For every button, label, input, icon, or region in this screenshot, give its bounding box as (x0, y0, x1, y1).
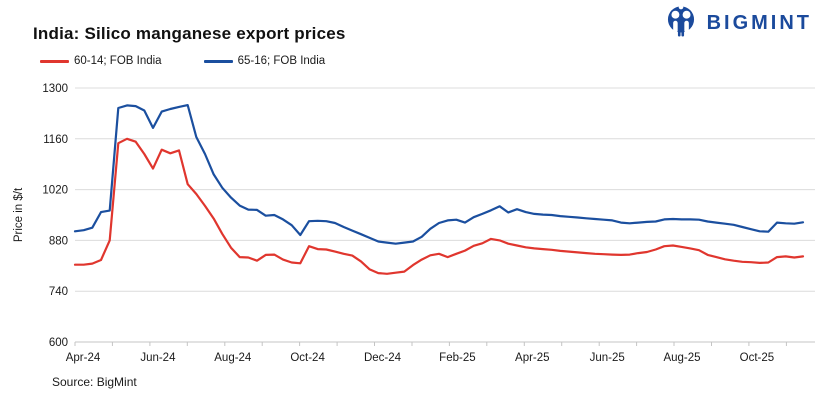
bigmint-logo-text: BIGMINT (706, 11, 812, 34)
x-tick-label: Oct-24 (290, 352, 325, 364)
y-tick-label: 1020 (42, 185, 68, 197)
x-tick-label: Jun-24 (140, 352, 176, 364)
bigmint-logo: BIGMINT (663, 4, 812, 42)
legend-label: 65-16; FOB India (237, 55, 326, 67)
x-tick-label: Dec-24 (364, 352, 402, 364)
y-tick-label: 880 (49, 235, 68, 247)
legend-swatch-red (40, 59, 69, 63)
x-tick-label: Aug-24 (214, 352, 252, 364)
y-axis-title: Price in $/t (13, 187, 25, 242)
source-note: Source: BigMint (52, 375, 137, 389)
series-line-60-14 (73, 137, 805, 275)
bigmint-logo-icon (667, 4, 694, 37)
y-tick-label: 1160 (43, 134, 68, 146)
x-tick-label: Aug-25 (663, 352, 700, 364)
x-tick-label: Feb-25 (439, 352, 475, 364)
legend-label: 60-14; FOB India (74, 55, 162, 67)
x-tick-label: Jun-25 (590, 352, 625, 364)
y-tick-label: 600 (49, 337, 68, 349)
y-tick-label: 740 (49, 286, 68, 298)
legend-item-65-16: 65-16; FOB India (203, 55, 326, 67)
x-tick-label: Oct-25 (740, 352, 775, 364)
chart-legend: 60-14; FOB India 65-16; FOB India (40, 55, 367, 67)
y-tick-label: 1300 (42, 83, 68, 95)
legend-swatch-blue (203, 59, 233, 63)
x-tick-label: Apr-25 (515, 352, 550, 364)
series-line-65-16 (73, 103, 805, 245)
legend-item-60-14: 60-14; FOB India (40, 55, 162, 67)
page-title: India: Silico manganese export prices (33, 24, 346, 43)
x-tick-label: Apr-24 (66, 352, 101, 364)
